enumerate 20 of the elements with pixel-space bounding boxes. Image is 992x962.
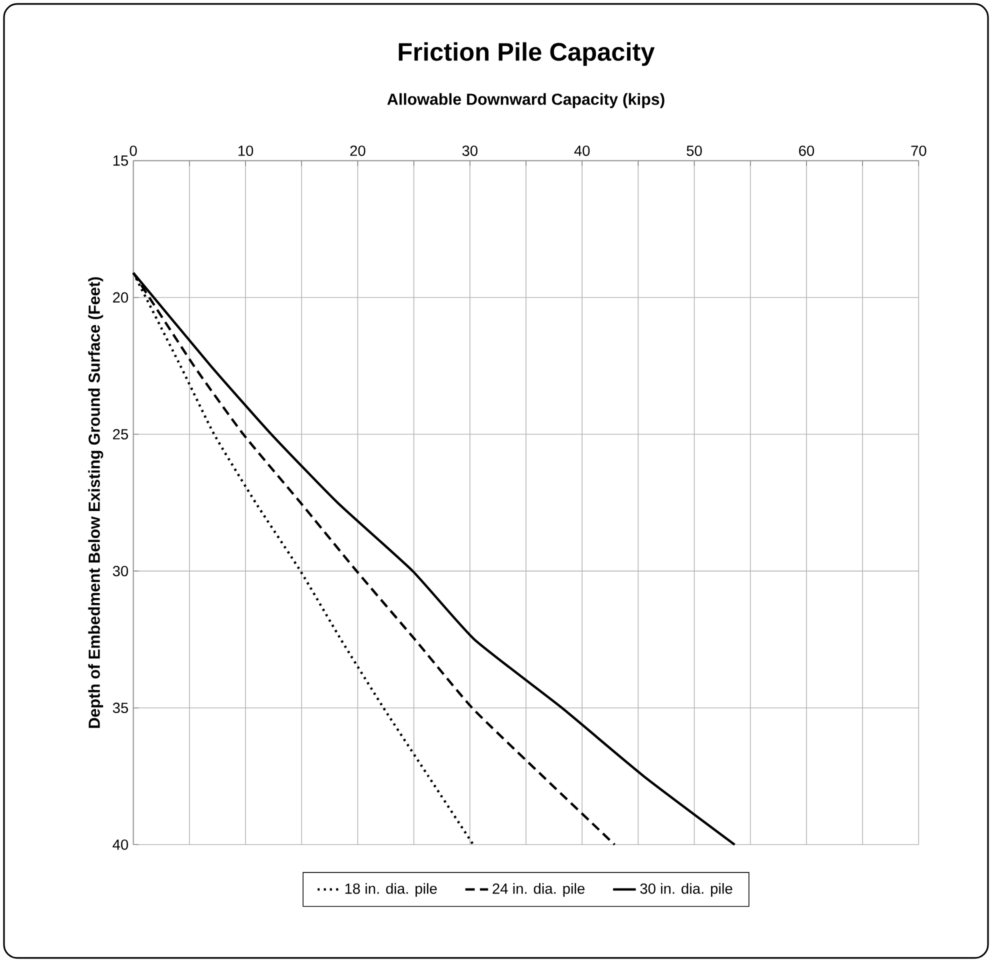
x-axis-title: Allowable Downward Capacity (kips)	[387, 93, 664, 108]
chart-title: Friction Pile Capacity	[398, 42, 655, 66]
y-tick-label: 15	[113, 156, 128, 166]
x-tick-label: 10	[238, 146, 254, 156]
x-tick-label: 20	[350, 146, 366, 156]
y-tick-label: 25	[113, 429, 128, 440]
y-tick-label: 35	[112, 702, 128, 714]
x-tick-label: 0	[130, 146, 137, 156]
x-tick-label: 40	[574, 146, 590, 156]
x-tick-label: 70	[911, 146, 926, 156]
x-tick-label: 60	[799, 146, 814, 156]
legend-label: 30 in. dia. pile	[640, 883, 732, 897]
legend-label: 24 in. dia. pile	[492, 883, 585, 897]
y-axis-title: Depth of Embedment Below Existing Ground Surface (Feet)	[88, 277, 104, 728]
y-tick-label: 20	[113, 292, 128, 303]
x-tick-label: 50	[686, 146, 702, 156]
x-tick-label: 30	[462, 146, 478, 156]
y-tick-label: 40	[112, 839, 128, 850]
legend-label: 18 in. dia. pile	[345, 883, 437, 897]
y-tick-label: 30	[112, 566, 128, 576]
